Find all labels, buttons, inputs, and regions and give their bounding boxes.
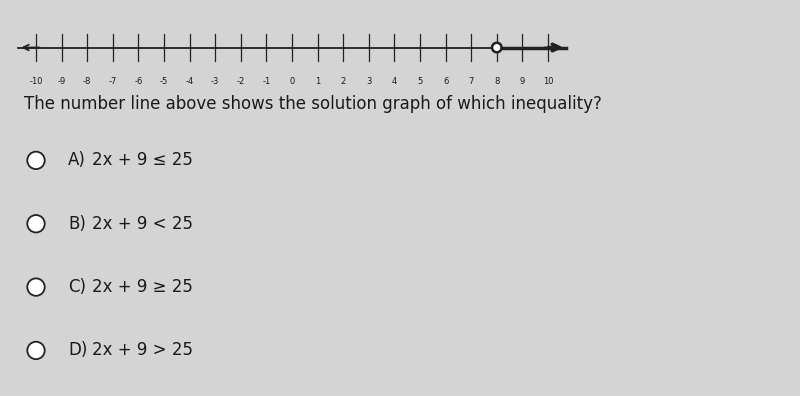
Text: -4: -4 bbox=[186, 77, 194, 86]
Ellipse shape bbox=[27, 152, 45, 169]
Text: -3: -3 bbox=[211, 77, 219, 86]
Text: 2: 2 bbox=[341, 77, 346, 86]
Text: -1: -1 bbox=[262, 77, 270, 86]
Text: D): D) bbox=[68, 341, 87, 360]
Text: 10: 10 bbox=[542, 77, 554, 86]
Text: 5: 5 bbox=[418, 77, 422, 86]
Text: B): B) bbox=[68, 215, 86, 233]
Text: -9: -9 bbox=[58, 77, 66, 86]
Text: 4: 4 bbox=[392, 77, 397, 86]
Ellipse shape bbox=[27, 215, 45, 232]
Text: 2x + 9 > 25: 2x + 9 > 25 bbox=[92, 341, 193, 360]
Text: -5: -5 bbox=[160, 77, 168, 86]
Text: 7: 7 bbox=[469, 77, 474, 86]
Text: 3: 3 bbox=[366, 77, 371, 86]
Text: 6: 6 bbox=[443, 77, 448, 86]
Text: A): A) bbox=[68, 151, 86, 169]
Ellipse shape bbox=[492, 43, 502, 52]
Text: -2: -2 bbox=[237, 77, 245, 86]
Text: 8: 8 bbox=[494, 77, 499, 86]
Text: 0: 0 bbox=[290, 77, 294, 86]
Text: -10: -10 bbox=[30, 77, 42, 86]
Text: -6: -6 bbox=[134, 77, 142, 86]
Ellipse shape bbox=[27, 278, 45, 296]
Text: -7: -7 bbox=[109, 77, 117, 86]
Text: -8: -8 bbox=[83, 77, 91, 86]
Text: 1: 1 bbox=[315, 77, 320, 86]
Text: 9: 9 bbox=[520, 77, 525, 86]
Ellipse shape bbox=[27, 342, 45, 359]
Text: 2x + 9 < 25: 2x + 9 < 25 bbox=[92, 215, 193, 233]
Text: 2x + 9 ≥ 25: 2x + 9 ≥ 25 bbox=[92, 278, 193, 296]
Text: The number line above shows the solution graph of which inequality?: The number line above shows the solution… bbox=[24, 95, 602, 113]
Text: 2x + 9 ≤ 25: 2x + 9 ≤ 25 bbox=[92, 151, 193, 169]
Text: C): C) bbox=[68, 278, 86, 296]
